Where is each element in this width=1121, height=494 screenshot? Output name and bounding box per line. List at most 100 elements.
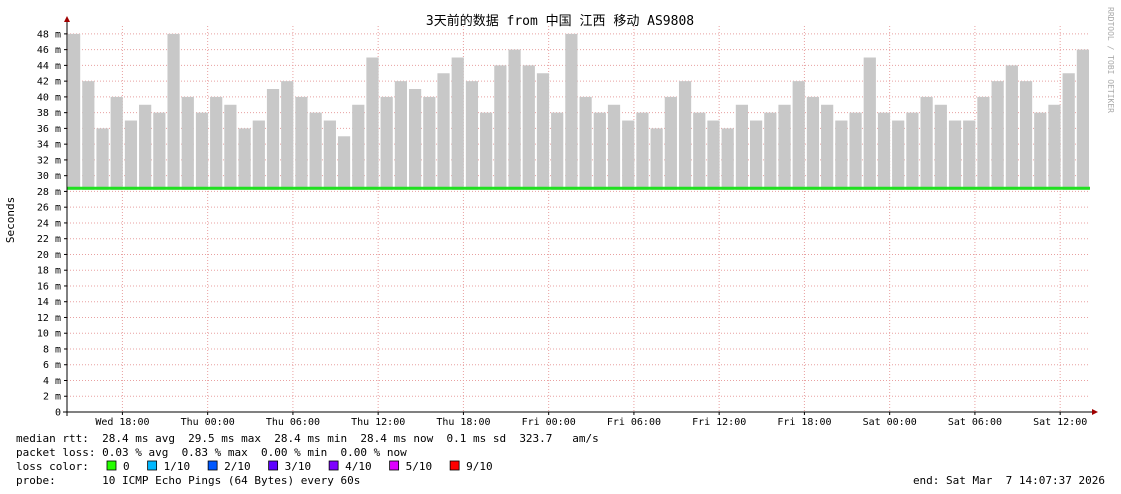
smoke-bar	[394, 81, 407, 190]
smoke-bar	[167, 33, 180, 190]
smoke-bar	[536, 73, 550, 190]
smoke-bar	[110, 96, 123, 190]
smoke-bar	[849, 112, 862, 190]
smoke-bar	[792, 81, 805, 190]
x-tick-label: Fri 00:00	[522, 417, 576, 428]
y-tick-label: 18 m	[37, 266, 61, 277]
watermark: RRDTOOL / TOBI OETIKER	[1106, 7, 1115, 113]
smoke-bar	[366, 57, 379, 190]
smoke-bar	[863, 57, 876, 190]
smoke-bar	[977, 96, 990, 190]
smoke-bar	[991, 81, 1004, 190]
smoke-bar	[551, 112, 564, 190]
smoke-bar	[295, 96, 308, 190]
x-tick-label: Sat 12:00	[1033, 417, 1087, 428]
smoke-bar	[664, 96, 677, 190]
smoke-bar	[224, 104, 237, 190]
smoke-bar	[678, 81, 692, 190]
loss-name: 0	[123, 460, 130, 473]
smoke-bar	[948, 120, 962, 190]
loss-swatch	[449, 460, 460, 471]
smoke-bar	[153, 112, 166, 190]
smoke-bar	[892, 120, 905, 190]
y-tick-label: 4 m	[43, 376, 61, 387]
y-tick-label: 16 m	[37, 281, 61, 292]
loss-swatch	[328, 460, 339, 471]
y-tick-label: 6 m	[43, 360, 61, 371]
loss-swatch	[147, 460, 158, 471]
loss-name: 2/10	[224, 460, 251, 473]
x-arrow	[1092, 409, 1098, 415]
x-tick-label: Wed 18:00	[95, 417, 149, 428]
y-tick-label: 28 m	[37, 187, 61, 198]
y-tick-label: 14 m	[37, 297, 61, 308]
smoke-bar	[124, 120, 138, 190]
smoke-bar	[352, 104, 365, 190]
x-tick-label: Thu 12:00	[351, 417, 405, 428]
end-time: end: Sat Mar 7 14:07:37 2026	[913, 474, 1105, 487]
loss-swatch	[389, 460, 400, 471]
smoke-bar	[68, 33, 81, 190]
smoke-bar	[1062, 73, 1075, 190]
smoke-bar	[210, 96, 223, 190]
smoke-bar	[309, 112, 322, 190]
smoke-bar	[707, 120, 720, 190]
smoke-bar	[281, 81, 294, 190]
smoke-bar	[920, 96, 933, 190]
smoke-bar	[139, 104, 152, 190]
y-tick-label: 22 m	[37, 234, 61, 245]
smoke-bar	[607, 104, 621, 190]
y-tick-label: 2 m	[43, 392, 61, 403]
y-tick-label: 0	[55, 408, 61, 419]
smoke-bar	[96, 128, 109, 190]
x-tick-label: Fri 06:00	[607, 417, 661, 428]
probe-line: probe: 10 ICMP Echo Pings (64 Bytes) eve…	[16, 474, 360, 487]
smoke-bar	[636, 112, 649, 190]
smoke-bar	[835, 120, 848, 190]
y-tick-label: 10 m	[37, 329, 61, 340]
smoke-bar	[423, 96, 436, 190]
y-tick-label: 12 m	[37, 313, 61, 324]
y-tick-label: 8 m	[43, 344, 61, 355]
y-tick-label: 38 m	[37, 108, 61, 119]
smoke-bar	[579, 96, 592, 190]
y-tick-label: 44 m	[37, 61, 61, 72]
smoke-bar	[337, 136, 351, 190]
smoke-bar	[380, 96, 393, 190]
smoke-bar	[494, 65, 507, 190]
loss-swatch	[268, 460, 279, 471]
y-tick-label: 36 m	[37, 124, 61, 135]
x-tick-label: Thu 06:00	[266, 417, 320, 428]
smoke-bar	[323, 120, 336, 190]
smoke-bar	[622, 120, 635, 190]
smoke-bar	[181, 96, 194, 190]
smoke-bar	[437, 73, 450, 190]
y-tick-label: 46 m	[37, 45, 61, 56]
smoke-bar	[252, 120, 265, 190]
smoke-bar	[565, 33, 578, 190]
smoke-bar	[508, 49, 521, 190]
y-tick-label: 30 m	[37, 171, 61, 182]
smoke-bar	[906, 112, 919, 190]
smoke-bar	[409, 89, 422, 190]
smoke-bar	[1076, 49, 1089, 190]
y-tick-label: 42 m	[37, 77, 61, 88]
y-tick-label: 40 m	[37, 92, 61, 103]
x-tick-label: Thu 18:00	[436, 417, 490, 428]
smoke-bar	[1034, 112, 1047, 190]
smoke-bar	[1048, 104, 1061, 190]
smoke-bar	[821, 104, 834, 190]
y-axis-label: Seconds	[4, 197, 17, 243]
stats-line: packet loss: 0.03 % avg 0.83 % max 0.00 …	[16, 446, 407, 459]
smoke-bar	[877, 112, 891, 190]
loss-name: 1/10	[164, 460, 191, 473]
smoke-bar	[735, 104, 748, 190]
smoke-bar	[750, 120, 763, 190]
x-tick-label: Fri 18:00	[777, 417, 831, 428]
y-tick-label: 26 m	[37, 203, 61, 214]
y-tick-label: 24 m	[37, 218, 61, 229]
y-tick-label: 20 m	[37, 250, 61, 261]
loss-swatch	[207, 460, 218, 471]
